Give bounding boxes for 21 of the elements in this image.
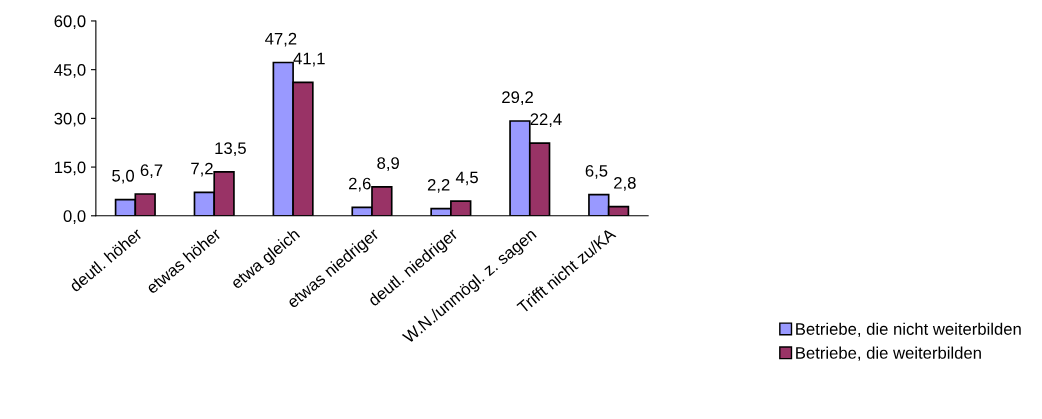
y-tick-label: 60,0 (54, 15, 86, 30)
data-label: 4,5 (455, 171, 478, 186)
data-label: 2,6 (349, 177, 371, 192)
data-label: 7,2 (191, 162, 213, 177)
data-label: 6,7 (140, 164, 163, 179)
y-tick-label: 45,0 (54, 64, 86, 78)
legend-label: Betriebe, die nicht weiterbilden (796, 322, 1021, 337)
data-label: 2,8 (614, 176, 636, 191)
data-label: 47,2 (265, 32, 297, 47)
y-tick-label: 30,0 (54, 112, 86, 127)
data-label: 29,2 (502, 91, 533, 106)
y-tick-label: 0,0 (63, 210, 86, 224)
data-label: 8,9 (377, 157, 399, 171)
data-label: 41,1 (293, 52, 325, 67)
data-label: 5,0 (112, 169, 135, 184)
data-label: 2,2 (427, 178, 450, 193)
legend-label: Betriebe, die weiterbilden (796, 346, 981, 361)
y-tick-label: 15,0 (54, 161, 86, 176)
data-label: 22,4 (530, 113, 562, 128)
data-label: 6,5 (585, 164, 608, 179)
data-label: 13,5 (215, 142, 246, 157)
